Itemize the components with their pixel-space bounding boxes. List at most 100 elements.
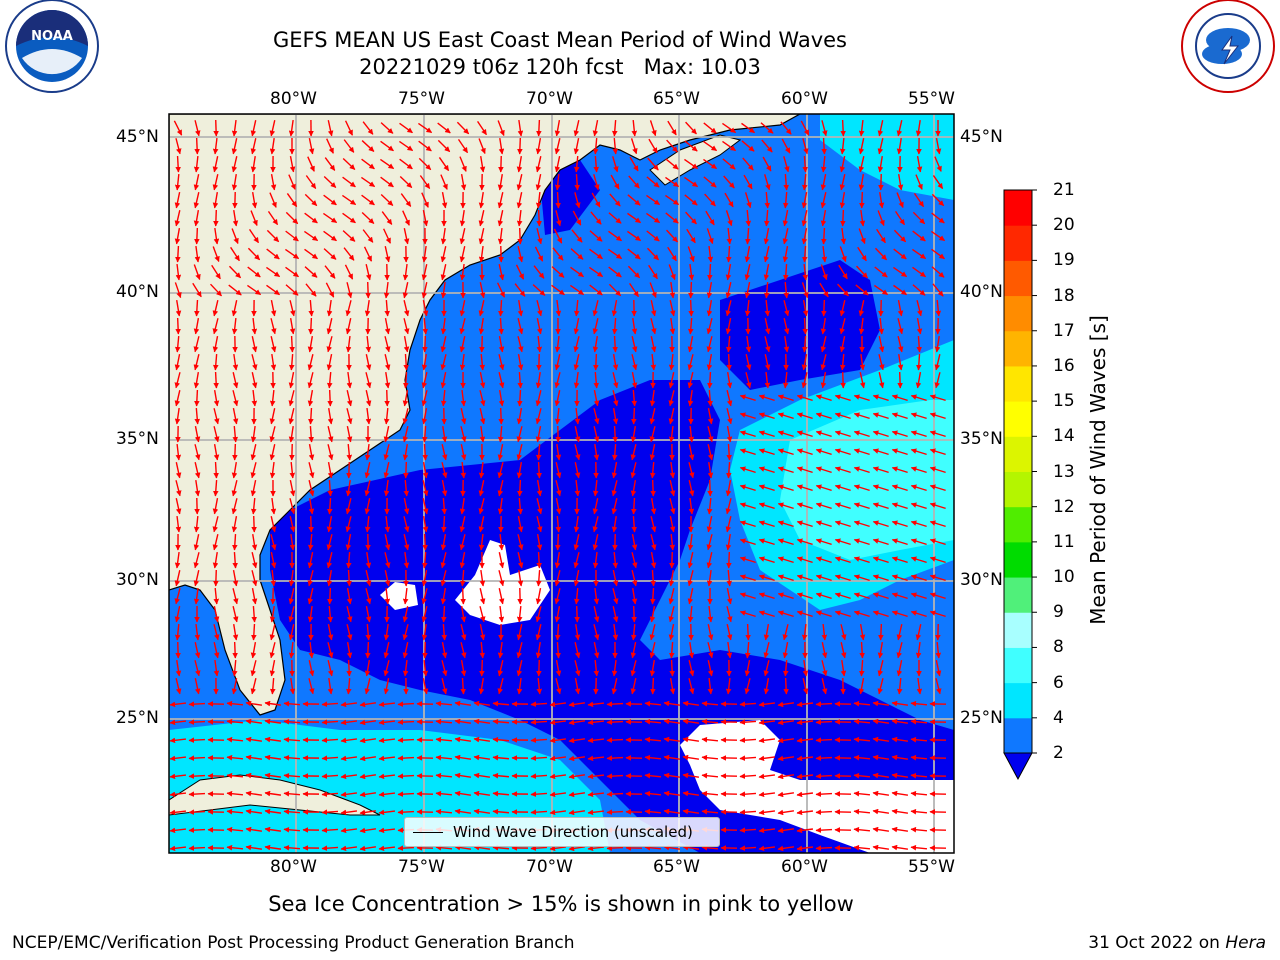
wind-arrow	[326, 299, 333, 317]
wind-arrow	[304, 230, 319, 242]
wind-arrow	[858, 228, 866, 245]
wind-arrow	[744, 282, 751, 299]
wind-arrow	[213, 569, 219, 587]
wind-arrow	[819, 282, 829, 298]
wind-arrow	[916, 156, 923, 173]
wind-arrow	[815, 394, 832, 402]
wind-arrow	[744, 192, 752, 209]
wind-arrow	[305, 283, 317, 297]
wind-arrow	[194, 407, 201, 425]
wind-arrow	[383, 462, 390, 479]
wind-arrow	[726, 390, 733, 407]
wind-arrow	[592, 120, 599, 137]
wind-arrow	[188, 719, 206, 725]
wind-arrow	[783, 300, 790, 317]
wind-arrow	[327, 462, 334, 479]
wind-arrow	[289, 300, 296, 317]
wind-arrow	[212, 498, 219, 515]
wind-arrow	[496, 282, 506, 298]
wind-arrow	[515, 264, 525, 280]
wind-arrow	[232, 353, 239, 371]
wind-arrow	[517, 119, 524, 137]
wind-arrow	[250, 210, 258, 226]
wind-arrow	[399, 122, 413, 134]
wind-arrow	[834, 484, 851, 492]
wind-arrow	[344, 120, 354, 136]
wind-arrow	[270, 336, 277, 353]
wind-arrow	[815, 827, 833, 833]
wind-arrow	[345, 479, 352, 497]
wind-arrow	[232, 425, 239, 443]
wind-arrow	[402, 210, 410, 226]
wind-arrow	[687, 372, 694, 389]
wind-arrow	[327, 389, 333, 407]
wind-arrow	[878, 191, 885, 209]
wind-arrow	[327, 497, 333, 515]
wind-arrow	[763, 228, 770, 245]
wind-arrow	[912, 266, 926, 278]
wind-arrow	[326, 371, 333, 389]
wind-arrow	[459, 300, 466, 317]
wind-arrow	[574, 462, 581, 479]
wind-arrow	[703, 176, 717, 188]
wind-arrow	[668, 425, 675, 443]
wind-arrow	[877, 138, 884, 155]
wind-arrow	[631, 372, 638, 389]
wind-arrow	[745, 335, 752, 353]
wind-arrow	[479, 425, 486, 443]
wind-arrow	[739, 412, 756, 420]
wind-arrow	[498, 354, 505, 371]
lon-tick-top: 55°W	[908, 89, 955, 109]
wind-arrow	[418, 122, 433, 134]
wind-arrow	[422, 462, 429, 479]
wind-arrow	[497, 425, 504, 443]
wind-arrow	[592, 137, 599, 155]
wind-arrow	[724, 192, 734, 208]
wind-arrow	[874, 247, 888, 261]
wind-arrow	[232, 408, 239, 425]
wind-arrow	[915, 119, 922, 137]
wind-arrow	[213, 371, 219, 389]
wind-arrow	[498, 372, 505, 389]
wind-arrow	[288, 390, 295, 407]
wind-arrow	[193, 264, 201, 281]
wind-arrow	[630, 462, 637, 479]
wind-arrow	[517, 246, 524, 263]
wind-arrow	[342, 194, 357, 206]
sea-ice-footnote: Sea Ice Concentration > 15% is shown in …	[268, 892, 854, 916]
wind-arrow	[533, 265, 545, 279]
wind-arrow	[212, 336, 219, 353]
wind-arrow	[745, 372, 752, 389]
wind-arrow	[704, 193, 716, 207]
wind-arrow	[858, 156, 865, 173]
wind-arrow	[476, 120, 488, 136]
wind-arrow	[631, 317, 638, 335]
wind-arrow	[440, 317, 447, 335]
wind-arrow	[777, 484, 794, 492]
wind-arrow	[707, 263, 713, 281]
wind-arrow	[251, 336, 258, 353]
wind-arrow	[498, 407, 504, 425]
wind-arrow	[726, 408, 733, 425]
wind-arrow	[419, 175, 431, 189]
wind-arrow	[821, 245, 828, 263]
wind-arrow	[745, 354, 752, 371]
colorbar-segment	[1004, 225, 1032, 261]
wind-arrow	[210, 283, 222, 297]
wind-arrow	[365, 641, 371, 659]
wind-arrow	[570, 248, 584, 260]
colorbar-segment	[1004, 330, 1032, 367]
wind-arrow	[611, 119, 618, 137]
colorbar-label: Mean Period of Wind Waves [s]	[1086, 315, 1110, 625]
wind-arrow	[479, 335, 485, 353]
wind-arrow	[384, 246, 391, 263]
wind-arrow	[193, 174, 200, 191]
wind-arrow	[687, 246, 695, 263]
wind-arrow	[194, 479, 201, 497]
wind-arrow	[801, 192, 808, 209]
wind-arrow	[777, 466, 794, 474]
wind-arrow	[834, 394, 851, 402]
wind-arrow	[777, 448, 794, 456]
wind-arrow	[536, 318, 543, 335]
wind-arrow	[361, 212, 375, 224]
